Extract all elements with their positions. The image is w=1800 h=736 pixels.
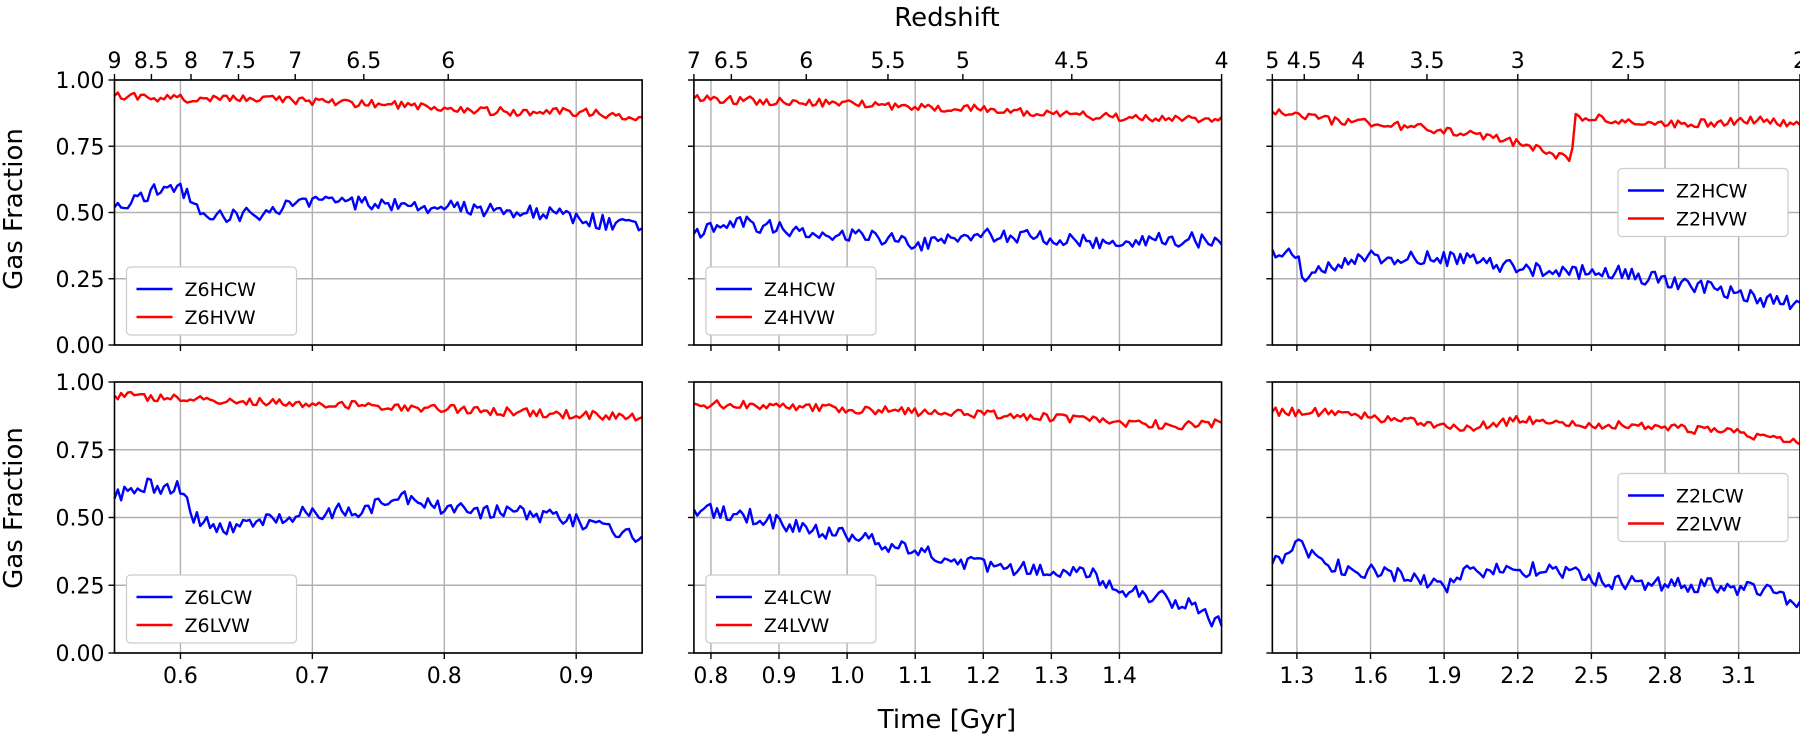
y-tick-label: 1.00	[56, 371, 105, 396]
x-tick-label: 2.5	[1574, 664, 1609, 689]
redshift-axis-title: Redshift	[894, 3, 1000, 33]
series-line-z4hvw	[693, 94, 1223, 124]
x-tick-label: 1.1	[898, 664, 933, 689]
redshift-tick-label: 6	[799, 49, 813, 74]
legend-label: Z4LCW	[764, 587, 832, 609]
series-line-z6lcw	[113, 477, 643, 543]
redshift-tick-label: 7	[687, 49, 701, 74]
y-tick-label: 0.25	[56, 268, 105, 293]
redshift-tick-label: 4	[1351, 49, 1365, 74]
series-line-z2lcw	[1271, 538, 1800, 609]
redshift-tick-label: 3.5	[1409, 49, 1444, 74]
legend: Z2HCW Z2HVW	[1617, 167, 1789, 238]
legend-label: Z2HCW	[1676, 181, 1748, 203]
y-tick-label: 1.00	[56, 69, 105, 94]
y-axis-title-bottom: Gas Fraction	[0, 427, 29, 589]
x-tick-label: 1.3	[1279, 664, 1314, 689]
panel-r1c3: 5 4.5 4 3.5 3 2.5 2 Z2HCW Z2HVW	[1265, 49, 1800, 351]
redshift-tick-label: 4.5	[1054, 49, 1089, 74]
redshift-tick-label: 5.5	[870, 49, 905, 74]
redshift-tick-label: 4	[1215, 49, 1229, 74]
legend-label: Z6LVW	[184, 615, 250, 637]
series-line-z2hcw	[1271, 247, 1800, 311]
legend-label: Z6HVW	[184, 307, 255, 329]
legend: Z4HCW Z4HVW	[705, 266, 877, 336]
series-line-z4lcw	[692, 502, 1223, 628]
x-tick-label: 0.8	[693, 664, 728, 689]
panel-r1c1: 0.000.250.500.751.009 8.5 8 7.5 7 6.5 6Z6HCWZ6…	[56, 49, 643, 359]
x-tick-label: 0.9	[762, 664, 797, 689]
legend: Z6LCW Z6LVW	[125, 574, 298, 644]
x-tick-label: 2.8	[1648, 664, 1683, 689]
series-line-z2hvw	[1271, 108, 1800, 163]
redshift-tick-label: 6	[441, 49, 455, 74]
y-tick-label: 0.00	[56, 642, 105, 667]
series-line-z2lvw	[1271, 406, 1800, 446]
x-tick-label: 0.6	[163, 664, 198, 689]
redshift-tick-label: 5	[1265, 49, 1279, 74]
redshift-tick-label: 2	[1793, 49, 1800, 74]
redshift-tick-label: 5	[956, 49, 970, 74]
panel-r2c2: 0.8 0.9 1.0 1.1 1.2 1.3 1.4 Z4LCW Z4LVW	[687, 381, 1223, 689]
legend-label: Z4HVW	[764, 307, 835, 329]
x-tick-label: 1.9	[1427, 664, 1462, 689]
redshift-tick-label: 8.5	[134, 49, 169, 74]
legend: Z4LCW Z4LVW	[705, 574, 877, 644]
legend-label: Z2HVW	[1676, 209, 1747, 231]
x-tick-label: 0.9	[559, 664, 594, 689]
legend-label: Z2LVW	[1676, 514, 1742, 536]
series-line-z6hcw	[113, 182, 643, 232]
panel-r2c1: 0.000.250.500.751.000.6 0.7 0.8 0.9Z6LCWZ6L…	[56, 371, 643, 689]
redshift-tick-label: 2.5	[1611, 49, 1646, 74]
series-line-z6lvw	[113, 390, 643, 422]
panels-group: 0.000.250.500.751.009 8.5 8 7.5 7 6.5 6Z6HCWZ6…	[56, 49, 1800, 689]
y-axis-title-top: Gas Fraction	[0, 128, 29, 290]
y-tick-label: 0.25	[56, 574, 105, 599]
x-tick-label: 0.8	[427, 664, 462, 689]
legend-label: Z6HCW	[184, 279, 256, 301]
x-tick-label: 1.2	[966, 664, 1001, 689]
redshift-tick-label: 6.5	[714, 49, 749, 74]
y-tick-label: 0.75	[56, 135, 105, 160]
redshift-tick-label: 8	[184, 49, 198, 74]
y-tick-label: 0.50	[56, 507, 105, 532]
x-tick-label: 0.7	[295, 664, 330, 689]
legend-label: Z2LCW	[1676, 486, 1744, 508]
time-axis-title: Time [Gyr]	[877, 705, 1016, 735]
x-tick-label: 3.1	[1721, 664, 1756, 689]
x-tick-label: 2.2	[1500, 664, 1535, 689]
x-tick-label: 1.6	[1353, 664, 1388, 689]
x-tick-label: 1.0	[830, 664, 865, 689]
redshift-tick-label: 6.5	[346, 49, 381, 74]
redshift-tick-label: 7	[288, 49, 302, 74]
series-line-z4hcw	[692, 215, 1223, 252]
y-tick-label: 0.50	[56, 202, 105, 227]
y-tick-label: 0.75	[56, 439, 105, 464]
panel-r2c3: 1.3 1.6 1.9 2.2 2.5 2.8 3.1 Z2LCW Z2LVW	[1266, 381, 1800, 689]
redshift-tick-label: 4.5	[1287, 49, 1322, 74]
panel-r1c2: 7 6.5 6 5.5 5 4.5 4 Z4HCW Z4HVW	[687, 49, 1229, 351]
redshift-tick-label: 7.5	[221, 49, 256, 74]
x-tick-label: 1.4	[1102, 664, 1137, 689]
legend: Z2LCW Z2LVW	[1617, 472, 1789, 543]
legend-label: Z4LVW	[764, 615, 830, 637]
legend-label: Z4HCW	[764, 279, 836, 301]
redshift-tick-label: 9	[107, 49, 121, 74]
x-tick-label: 1.3	[1034, 664, 1069, 689]
legend-label: Z6LCW	[184, 587, 252, 609]
legend: Z6HCW Z6HVW	[125, 266, 298, 336]
y-tick-label: 0.00	[56, 334, 105, 359]
redshift-tick-label: 3	[1511, 49, 1525, 74]
series-line-z4lvw	[693, 399, 1223, 431]
series-line-z6hvw	[113, 91, 643, 122]
